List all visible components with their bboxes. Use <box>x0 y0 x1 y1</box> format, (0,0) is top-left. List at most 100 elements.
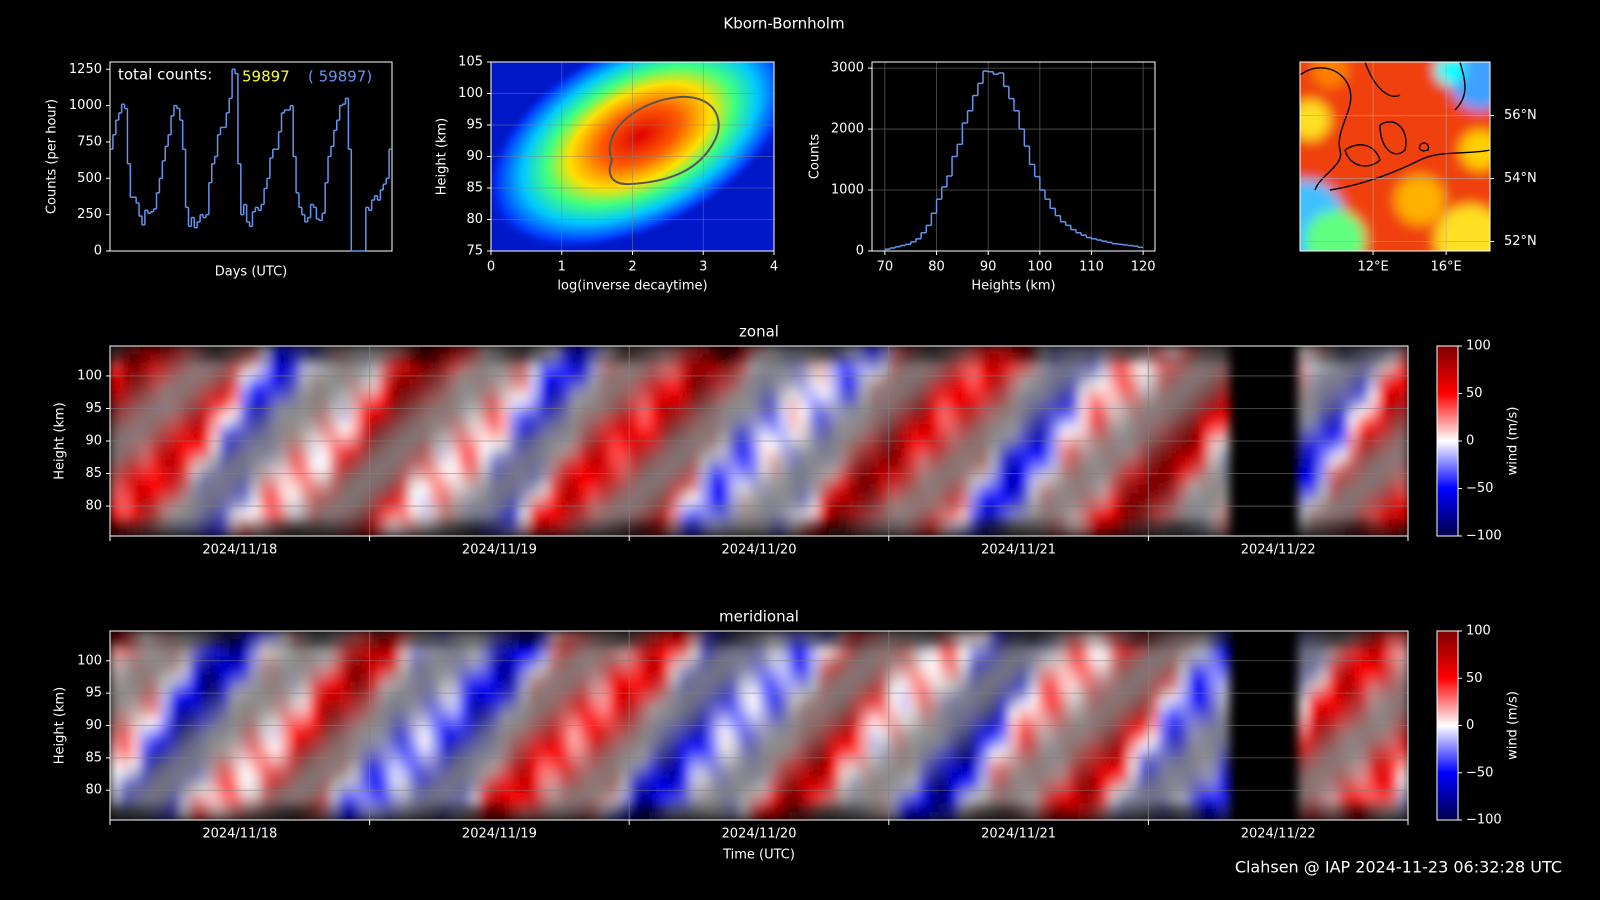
wind-cell <box>1198 389 1210 399</box>
wind-cell <box>1308 371 1320 382</box>
wind-cell <box>359 441 371 451</box>
wind-cell <box>639 673 651 684</box>
wind-cell <box>928 432 940 442</box>
wind-cell <box>938 380 950 391</box>
wind-cell <box>119 673 131 684</box>
wind-cell <box>659 510 671 520</box>
wind-cell <box>599 708 611 718</box>
wind-cell <box>209 415 221 425</box>
wind-cell <box>469 777 481 787</box>
wind-cell <box>988 432 1000 442</box>
wind-cell <box>369 346 381 356</box>
wind-cell <box>1178 510 1190 520</box>
wind-cell <box>1058 371 1070 382</box>
wind-cell <box>599 363 611 373</box>
y-tick-label: 500 <box>77 171 102 186</box>
wind-cell <box>1078 397 1090 408</box>
wind-cell <box>938 492 950 503</box>
wind-cell <box>409 742 421 753</box>
wind-cell <box>768 768 780 779</box>
wind-cell <box>858 346 870 356</box>
wind-cell <box>858 510 870 520</box>
wind-cell <box>729 656 741 667</box>
y-tick-label: 100 <box>77 368 102 383</box>
wind-cell <box>539 631 551 641</box>
wind-cell <box>599 527 611 536</box>
wind-cell <box>139 734 151 744</box>
wind-cell <box>429 458 441 468</box>
wind-cell <box>1338 389 1350 399</box>
wind-cell <box>529 673 541 684</box>
wind-cell <box>469 466 481 477</box>
wind-cell <box>639 759 651 770</box>
wind-cell <box>739 699 751 710</box>
wind-cell <box>898 406 910 417</box>
wind-cell <box>1368 449 1380 460</box>
wind-cell <box>129 492 141 503</box>
wind-cell <box>579 777 591 787</box>
wind-cell <box>219 389 231 399</box>
wind-cell <box>379 742 391 753</box>
wind-cell <box>419 380 431 391</box>
wind-cell <box>339 751 351 761</box>
wind-cell <box>409 484 421 494</box>
wind-cell <box>539 811 551 820</box>
wind-cell <box>788 768 800 779</box>
wind-cell <box>749 699 760 710</box>
wind-cell <box>279 639 291 650</box>
wind-cell <box>1028 432 1040 442</box>
wind-cell <box>1378 449 1390 460</box>
wind-cell <box>908 475 920 486</box>
wind-cell <box>739 768 751 779</box>
wind-cell <box>409 691 421 701</box>
wind-cell <box>848 518 860 529</box>
wind-cell <box>389 423 401 434</box>
wind-cell <box>549 518 561 529</box>
wind-cell <box>439 665 451 675</box>
wind-cell <box>149 475 161 486</box>
wind-cell <box>1318 449 1330 460</box>
wind-cell <box>110 725 121 736</box>
wind-cell <box>369 449 381 460</box>
wind-cell <box>768 406 780 417</box>
wind-cell <box>858 423 870 434</box>
wind-cell <box>709 691 721 701</box>
wind-cell <box>1208 475 1220 486</box>
wind-cell <box>788 708 800 718</box>
wind-cell <box>629 742 641 753</box>
wind-cell <box>629 794 641 804</box>
x-axis-label: log(inverse decaytime) <box>557 279 707 294</box>
wind-cell <box>689 665 701 675</box>
wind-cell <box>579 665 591 675</box>
wind-cell <box>838 371 850 382</box>
wind-cell <box>459 673 471 684</box>
wind-cell <box>1138 415 1150 425</box>
wind-cell <box>1018 518 1030 529</box>
wind-cell <box>918 458 930 468</box>
wind-cell <box>1368 518 1380 529</box>
wind-cell <box>739 397 751 408</box>
wind-cell <box>309 639 321 650</box>
wind-cell <box>599 466 611 477</box>
wind-cell <box>259 518 271 529</box>
wind-cell <box>119 734 131 744</box>
wind-cell <box>129 346 141 356</box>
wind-cell <box>788 639 800 650</box>
wind-cell <box>589 466 601 477</box>
wind-cell <box>838 510 850 520</box>
wind-cell <box>729 346 741 356</box>
wind-cell <box>589 406 601 417</box>
wind-cell <box>1158 466 1170 477</box>
wind-cell <box>988 475 1000 486</box>
wind-cell <box>888 406 900 417</box>
wind-cell <box>848 682 860 693</box>
wind-cell <box>619 631 631 641</box>
wind-cell <box>189 397 201 408</box>
wind-cell <box>449 725 461 736</box>
wind-cell <box>149 673 161 684</box>
wind-cell <box>459 363 471 373</box>
wind-cell <box>249 734 261 744</box>
wind-cell <box>449 449 461 460</box>
wind-cell <box>1298 354 1310 365</box>
